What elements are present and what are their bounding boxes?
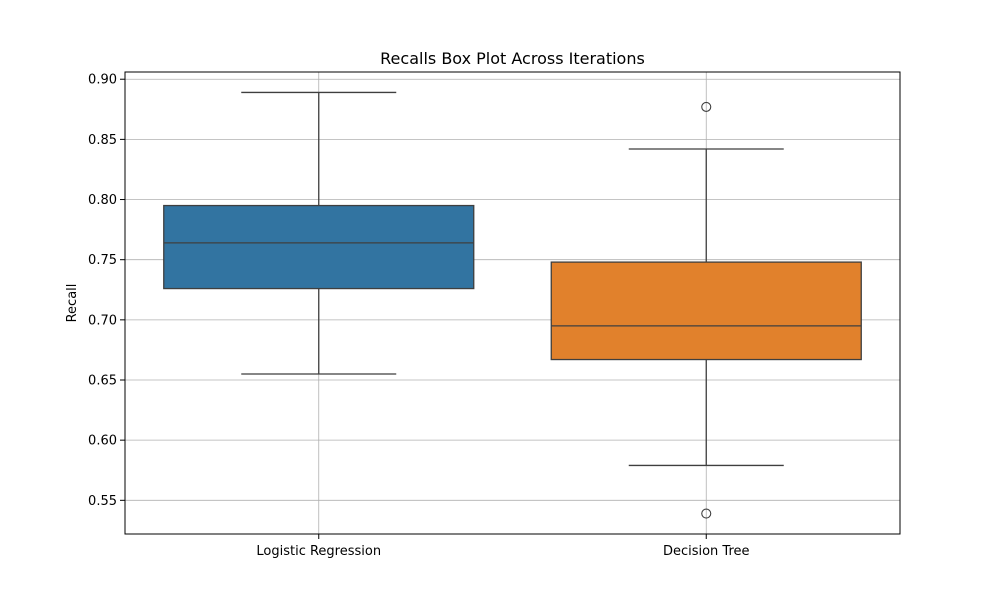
outlier-point xyxy=(701,101,712,112)
y-tick-label: 0.80 xyxy=(88,193,117,208)
box-group xyxy=(163,91,475,375)
y-tick-label: 0.90 xyxy=(88,73,117,88)
x-tick-label: Decision Tree xyxy=(663,544,750,559)
box-iqr xyxy=(163,204,475,290)
chart-title: Recalls Box Plot Across Iterations xyxy=(380,49,645,68)
plot-frame xyxy=(124,71,901,535)
box-iqr xyxy=(550,261,862,361)
y-tick-label: 0.60 xyxy=(88,434,117,449)
box-group xyxy=(550,101,862,519)
outlier-point xyxy=(701,508,712,519)
y-axis-label: Recall xyxy=(65,284,80,323)
y-tick-label: 0.55 xyxy=(88,494,117,509)
y-tick-label: 0.75 xyxy=(88,253,117,268)
x-tick-label: Logistic Regression xyxy=(256,544,381,559)
y-tick-label: 0.65 xyxy=(88,374,117,389)
y-tick-label: 0.85 xyxy=(88,133,117,148)
y-tick-label: 0.70 xyxy=(88,313,117,328)
ticks: 0.55 0.60 0.65 0.70 0.75 0.80 0.85 0.90 Logistic… xyxy=(88,73,749,559)
boxes xyxy=(163,91,862,519)
